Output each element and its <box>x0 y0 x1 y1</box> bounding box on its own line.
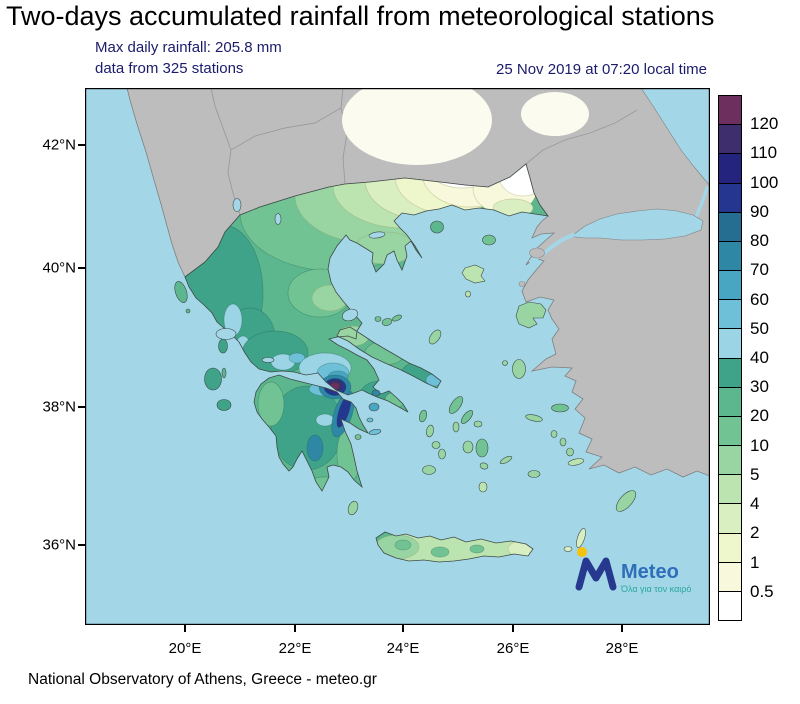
y-tick-mark <box>78 144 85 146</box>
colorbar-label: 4 <box>750 494 760 514</box>
meteo-logo-name: Meteo <box>621 561 679 583</box>
x-tick-label: 24°E <box>386 640 420 657</box>
colorbar-label: 70 <box>750 260 769 280</box>
colorbar-segment <box>719 211 741 241</box>
page-title: Two-days accumulated rainfall from meteo… <box>6 1 715 31</box>
y-tick-label: 38°N <box>42 398 76 416</box>
colorbar-segment <box>719 561 741 591</box>
colorbar-segment <box>719 474 741 504</box>
colorbar <box>718 95 742 621</box>
colorbar-segment <box>719 299 741 329</box>
map-canvas: Meteo Όλα για τον καιρό <box>85 88 710 625</box>
y-tick-mark <box>78 406 85 408</box>
colorbar-label: 20 <box>750 406 769 426</box>
y-tick-label: 42°N <box>42 136 76 154</box>
rainfall-map: Meteo Όλα για τον καιρό <box>85 88 710 625</box>
lakes-gulfs <box>215 198 386 363</box>
colorbar-label: 80 <box>750 231 769 251</box>
colorbar-segment <box>719 124 741 154</box>
colorbar-label: 30 <box>750 377 769 397</box>
datetime-note: 25 Nov 2019 at 07:20 local time <box>496 61 707 78</box>
colorbar-segment <box>719 240 741 271</box>
colorbar-label: 0.5 <box>750 581 774 601</box>
colorbar-label: 5 <box>750 464 760 484</box>
footer-credit: National Observatory of Athens, Greece -… <box>28 671 377 688</box>
colorbar-label: 2 <box>750 523 760 543</box>
colorbar-label: 60 <box>750 289 769 309</box>
meteo-logo-tagline: Όλα για τον καιρό <box>620 584 691 594</box>
colorbar-segment <box>719 182 741 212</box>
x-tick-mark <box>184 625 186 632</box>
x-tick-mark <box>621 625 623 632</box>
colorbar-segment <box>719 96 741 125</box>
meteo-logo-m-icon <box>575 557 617 591</box>
colorbar-label: 120 <box>750 114 779 134</box>
map-border <box>85 88 710 625</box>
x-tick-label: 28°E <box>605 640 639 657</box>
x-tick-label: 22°E <box>278 640 312 657</box>
meteo-logo-dot-icon <box>577 547 587 557</box>
colorbar-segment <box>719 386 741 416</box>
x-tick-label: 26°E <box>496 640 530 657</box>
x-tick-label: 20°E <box>168 640 202 657</box>
marmara-blacksea <box>529 88 710 263</box>
colorbar-label: 40 <box>750 348 769 367</box>
meteo-logo: Meteo Όλα για τον καιρό <box>575 547 691 594</box>
y-tick-label: 40°N <box>42 259 76 277</box>
colorbar-label: 10 <box>750 435 769 455</box>
max-rainfall-note: Max daily rainfall: 205.8 mm <box>95 39 282 56</box>
x-tick-mark <box>512 625 514 632</box>
islands-layer <box>174 220 637 552</box>
x-tick-mark <box>294 625 296 632</box>
colorbar-label: 110 <box>750 143 778 163</box>
stations-note: data from 325 stations <box>95 60 244 77</box>
colorbar-segment <box>719 503 741 533</box>
y-tick-mark <box>78 544 85 546</box>
colorbar-label: 50 <box>750 318 769 338</box>
x-tick-mark <box>402 625 404 632</box>
colorbar-label: 90 <box>750 201 769 221</box>
colorbar-segment <box>719 153 741 183</box>
y-tick-label: 36°N <box>42 536 76 554</box>
colorbar-segment <box>719 415 741 446</box>
colorbar-label: 1 <box>750 552 760 572</box>
colorbar-segment <box>719 357 741 387</box>
colorbar-label: 100 <box>750 172 779 192</box>
colorbar-segment <box>719 328 741 358</box>
colorbar-segment <box>719 590 741 621</box>
colorbar-segment <box>719 445 741 475</box>
nodata-overlay <box>342 88 589 165</box>
colorbar-segment <box>719 532 741 562</box>
colorbar-segment <box>719 270 741 300</box>
y-tick-mark <box>78 267 85 269</box>
